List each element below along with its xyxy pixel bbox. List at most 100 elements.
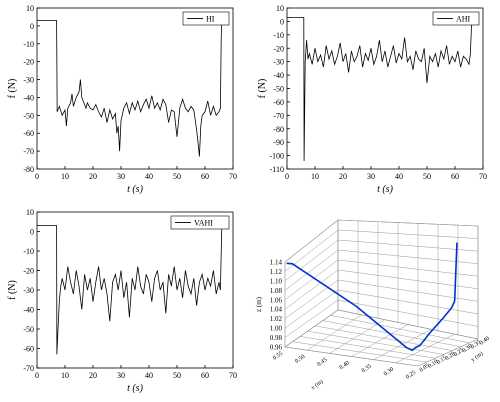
- y-tick-label: -40: [273, 71, 284, 80]
- x-tick-label: 0: [35, 172, 39, 181]
- y-tick-label: -10: [23, 247, 34, 256]
- x-tick-label: 0: [35, 371, 39, 380]
- z-gridline: [337, 239, 479, 252]
- x-axis-title: t (s): [127, 184, 144, 195]
- x-tick-label: 0.35: [361, 363, 373, 374]
- y-tick-label: -90: [273, 138, 284, 147]
- x-gridline: [329, 319, 385, 354]
- x-tick-label: 60: [201, 371, 209, 380]
- z-gridline: [284, 269, 339, 310]
- z-tick-label: 1.14: [270, 259, 283, 267]
- x-tick-label: 70: [479, 172, 487, 181]
- z-gridline: [284, 299, 339, 338]
- z-tick-label: 1.00: [270, 325, 283, 333]
- y-tick-label: -50: [273, 85, 284, 94]
- y-tick-label: 10: [276, 4, 284, 13]
- plot-frame: [36, 7, 234, 170]
- x-axis-title: t (s): [377, 184, 394, 195]
- z-tick-label: 0.96: [270, 344, 283, 352]
- z-gridline: [284, 289, 339, 329]
- z-gridline: [284, 249, 339, 291]
- y-tick-label: 0.15: [436, 355, 448, 366]
- legend-label: AHI: [456, 15, 471, 24]
- y-tick-label: -70: [23, 147, 34, 156]
- y-tick-label: 10: [26, 4, 34, 13]
- y-tick-label: -80: [273, 125, 284, 134]
- y-tick-label: -110: [270, 165, 284, 174]
- z-gridline: [337, 229, 479, 239]
- z-gridline: [284, 239, 339, 282]
- legend-box: [182, 11, 230, 26]
- x-tick-label: 50: [173, 371, 181, 380]
- x-tick-label: 30: [367, 172, 375, 181]
- y-tick-label: 0.25: [453, 347, 465, 358]
- legend-box: [170, 215, 230, 230]
- legend-label: VAHI: [194, 219, 213, 228]
- x-tick-label: 0.55: [272, 351, 284, 362]
- x-tick-label: 20: [89, 172, 97, 181]
- z-tick-label: 0.98: [270, 334, 283, 342]
- y-tick-label: -30: [23, 286, 34, 295]
- z-tick-label: 1.10: [270, 277, 283, 285]
- z-gridline: [337, 249, 479, 264]
- y-tick-label: -60: [23, 129, 34, 138]
- z-tick-label: 1.04: [270, 306, 283, 314]
- z-gridline: [284, 259, 339, 300]
- x-tick-label: 0.30: [383, 367, 395, 378]
- plot-frame: [286, 7, 484, 170]
- y-tick-label: 0.35: [470, 340, 482, 351]
- x-gridline: [284, 309, 339, 348]
- x-tick-label: 0: [285, 172, 289, 181]
- y-tick-label: -50: [23, 111, 34, 120]
- y-tick-label: -10: [23, 40, 34, 49]
- y-tick-label: 10: [26, 208, 34, 217]
- x-tick-label: 20: [339, 172, 347, 181]
- y-tick-label: -20: [23, 58, 34, 67]
- x-tick-label: 60: [451, 172, 459, 181]
- x-tick-label: 0.45: [316, 357, 328, 368]
- y-tick-label: -10: [273, 31, 284, 40]
- x-tick-label: 40: [395, 172, 403, 181]
- y-gridline: [330, 315, 470, 344]
- trajectory-line: [286, 242, 458, 352]
- x-gridline: [307, 314, 362, 351]
- y-tick-label: 0: [30, 228, 34, 237]
- y-tick-label: -70: [273, 111, 284, 120]
- x-tick-label: 20: [89, 371, 97, 380]
- y-axis-title: y (m): [470, 350, 485, 363]
- series-line: [37, 225, 223, 355]
- series-line: [37, 20, 223, 157]
- y-gridline: [284, 346, 419, 367]
- z-gridline: [337, 219, 479, 227]
- x-tick-label: 0.40: [339, 360, 351, 371]
- x-tick-label: 70: [229, 172, 237, 181]
- y-axis-title: f (N): [7, 79, 18, 99]
- y-gridline: [292, 341, 427, 363]
- z-gridline: [337, 289, 479, 315]
- x-axis-title: x (m): [310, 378, 325, 391]
- y-tick-label: -30: [273, 58, 284, 67]
- x-tick-label: 0.25: [405, 370, 417, 381]
- panel-hi: 0 10 20 30 40 50 60 70 10 0 -10 -20 -30 -40 -50 -60 -70 -…: [7, 4, 237, 195]
- y-gridline: [307, 330, 444, 355]
- x-gridline: [351, 324, 409, 357]
- y-tick-label: -50: [23, 325, 34, 334]
- y-axis-title: f (N): [7, 280, 18, 300]
- y-tick-label: 0.30: [462, 343, 474, 354]
- y-tick-label: -30: [23, 76, 34, 85]
- y-tick-label: -40: [23, 93, 34, 102]
- series-line: [287, 16, 473, 161]
- x-tick-label: 50: [173, 172, 181, 181]
- legend-label: HI: [206, 15, 215, 24]
- x-tick-label: 70: [229, 371, 237, 380]
- z-tick-label: 1.08: [270, 287, 283, 295]
- x-gridline: [395, 333, 455, 364]
- panel-vahi: 0 10 20 30 40 50 60 70 10 0 -10 -20 -30 -40 -50 -60 -70 t…: [7, 208, 237, 394]
- y-tick-label: -60: [273, 98, 284, 107]
- legend-box: [432, 11, 480, 26]
- y-tick-label: -20: [273, 44, 284, 53]
- x-tick-label: 60: [201, 172, 209, 181]
- y-tick-label: 0.40: [479, 336, 491, 347]
- x-tick-label: 40: [145, 371, 153, 380]
